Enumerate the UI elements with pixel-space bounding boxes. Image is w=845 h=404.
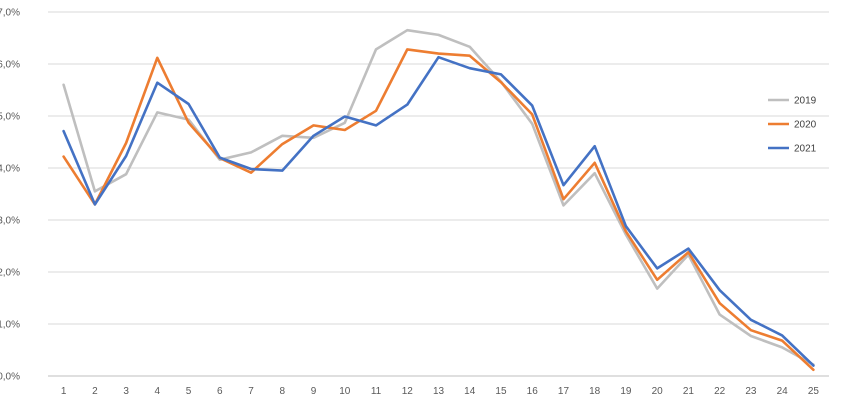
legend-label-2021: 2021: [794, 144, 817, 155]
x-tick-label: 22: [714, 386, 726, 397]
x-axis-ticks: 1 2 3 4 5 6 7 8 9 10 11 12 13 14 15 16 17 18 19 20 21 22 23 24 2…: [61, 386, 820, 397]
x-tick-label: 15: [495, 386, 507, 397]
legend-label-2020: 2020: [794, 120, 817, 131]
x-tick-label: 4: [155, 386, 161, 397]
x-tick-label: 17: [558, 386, 570, 397]
y-tick-label: 6,0%: [0, 60, 20, 71]
x-tick-label: 1: [61, 386, 67, 397]
x-tick-label: 10: [339, 386, 351, 397]
x-tick-label: 12: [402, 386, 414, 397]
x-tick-label: 19: [620, 386, 632, 397]
x-tick-label: 7: [248, 386, 254, 397]
x-tick-label: 24: [777, 386, 789, 397]
y-tick-label: 7,0%: [0, 8, 20, 19]
series-line-2019: [62, 28, 815, 366]
y-tick-label: 2,0%: [0, 268, 20, 279]
x-tick-label: 11: [371, 386, 382, 397]
x-tick-label: 3: [123, 386, 129, 397]
x-tick-label: 21: [683, 386, 695, 397]
x-tick-label: 13: [433, 386, 445, 397]
y-tick-label: 0,0%: [0, 372, 20, 383]
x-tick-label: 5: [186, 386, 192, 397]
gridlines: [48, 11, 829, 377]
y-axis-ticks: 0,0% 1,0% 2,0% 3,0% 4,0% 5,0% 6,0% 7,0%: [0, 8, 20, 383]
legend: 2019 2020 2021: [768, 96, 817, 155]
x-tick-label: 23: [745, 386, 757, 397]
x-tick-label: 16: [527, 386, 539, 397]
x-tick-label: 25: [808, 386, 820, 397]
x-tick-label: 6: [217, 386, 223, 397]
y-tick-label: 3,0%: [0, 216, 20, 227]
x-tick-label: 18: [589, 386, 601, 397]
y-tick-label: 4,0%: [0, 164, 20, 175]
series-lines: [62, 28, 815, 372]
legend-label-2019: 2019: [794, 96, 817, 107]
y-tick-label: 1,0%: [0, 320, 20, 331]
x-tick-label: 8: [280, 386, 286, 397]
x-tick-label: 2: [92, 386, 98, 397]
y-tick-label: 5,0%: [0, 112, 20, 123]
x-tick-label: 20: [652, 386, 664, 397]
series-line-2020: [62, 48, 815, 372]
series-line-2021: [62, 55, 815, 367]
x-tick-label: 14: [464, 386, 476, 397]
x-tick-label: 9: [311, 386, 317, 397]
